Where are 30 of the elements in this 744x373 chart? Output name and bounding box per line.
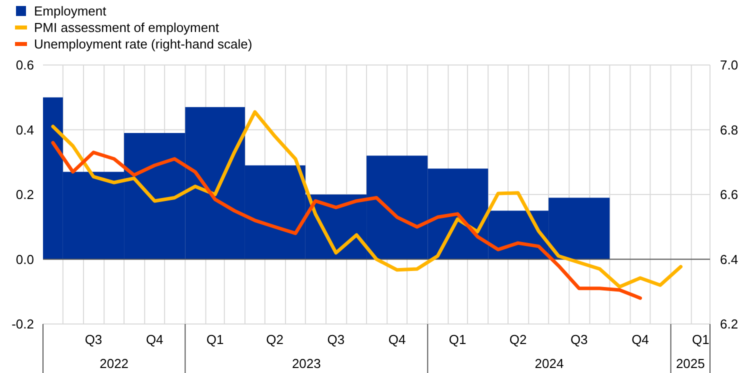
x-tick-label: Q1 [448, 332, 466, 347]
text: 2022 [100, 356, 129, 371]
text: 2023 [292, 356, 321, 371]
x-tick-label: Q3 [84, 332, 102, 347]
x-tick-label: Q1 [206, 332, 224, 347]
line-series [51, 140, 642, 300]
text: 2025 [676, 356, 705, 371]
legend-label: Unemployment rate (right-hand scale) [34, 36, 252, 52]
x-tick-label: Q3 [570, 332, 588, 347]
y-tick-label: 0.0 [16, 252, 34, 267]
x-tick-label: Q1 [692, 332, 710, 347]
x-tick-label: Q2 [509, 332, 527, 347]
text: 2024 [534, 356, 564, 371]
line-series [51, 110, 683, 289]
legend-label: Employment [34, 4, 107, 19]
x-tick-label: Q4 [632, 332, 649, 347]
x-tick-label: Q4 [388, 332, 406, 347]
y-tick-label: 0.6 [16, 58, 34, 73]
x-tick-label: Q4 [146, 332, 164, 347]
x-tick-label: Q3 [327, 332, 345, 347]
y-tick-label: -0.2 [12, 316, 34, 332]
y2-tick-label: 6.8 [720, 122, 738, 138]
y2-tick-label: 6.4 [720, 252, 738, 267]
y2-tick-label: 6.2 [720, 316, 738, 332]
y-tick-label: 0.2 [16, 187, 34, 202]
x-tick-label: Q2 [266, 332, 284, 347]
legend-label: PMI assessment of employment [34, 20, 220, 36]
y-tick-label: 0.4 [16, 122, 34, 138]
y2-tick-label: 7.0 [720, 58, 738, 73]
y2-tick-label: 6.6 [720, 187, 738, 202]
